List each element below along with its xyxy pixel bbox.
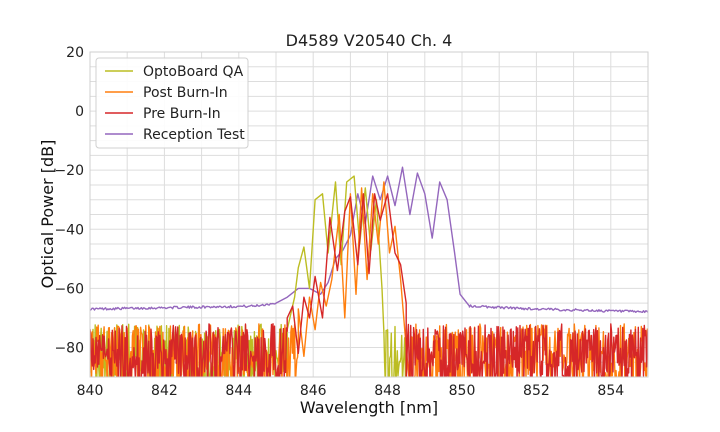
legend-label: Post Burn-In xyxy=(143,85,228,101)
x-tick-label: 842 xyxy=(151,383,178,399)
y-tick-label: 0 xyxy=(75,104,84,120)
y-axis-ticks: 20 0 −20 −40 −60 −80 xyxy=(54,45,84,356)
y-tick: 20 xyxy=(66,45,84,61)
y-tick-label: 20 xyxy=(66,45,84,61)
chart-title: D4589 V20540 Ch. 4 xyxy=(286,31,453,50)
y-tick: −20 xyxy=(54,163,84,179)
y-tick-label: −60 xyxy=(54,281,84,297)
legend-label: Reception Test xyxy=(143,127,245,143)
y-axis-label: Optical Power [dB] xyxy=(38,140,57,289)
legend-label: OptoBoard QA xyxy=(143,64,244,80)
y-tick: −40 xyxy=(54,222,84,238)
plot-frame xyxy=(89,51,649,378)
x-tick-label: 848 xyxy=(374,383,401,399)
y-tick-label: −80 xyxy=(54,340,84,356)
x-tick-label: 844 xyxy=(225,383,252,399)
legend-box xyxy=(95,57,249,149)
x-tick: 846 xyxy=(300,383,327,399)
series-line-pre-burn-in xyxy=(90,193,648,377)
x-tick: 848 xyxy=(374,383,401,399)
legend: OptoBoard QA Post Burn-In Pre Burn-In Recep… xyxy=(95,57,249,149)
y-tick: −60 xyxy=(54,281,84,297)
x-tick: 840 xyxy=(77,383,104,399)
x-tick-label: 846 xyxy=(300,383,327,399)
x-axis-label: Wavelength [nm] xyxy=(300,398,438,417)
x-tick: 850 xyxy=(449,383,476,399)
x-tick-label: 852 xyxy=(523,383,550,399)
y-tick: −80 xyxy=(54,340,84,356)
x-tick: 844 xyxy=(225,383,252,399)
y-tick: 0 xyxy=(75,104,84,120)
series-layer xyxy=(90,166,648,377)
x-tick-label: 850 xyxy=(449,383,476,399)
y-tick-label: −20 xyxy=(54,163,84,179)
x-axis-ticks: 840 842 844 846 848 850 852 854 xyxy=(77,383,625,399)
legend-label: Pre Burn-In xyxy=(143,106,221,122)
x-tick: 852 xyxy=(523,383,550,399)
x-tick-label: 854 xyxy=(597,383,624,399)
x-tick: 854 xyxy=(597,383,624,399)
y-tick-label: −40 xyxy=(54,222,84,238)
x-tick-label: 840 xyxy=(77,383,104,399)
x-tick: 842 xyxy=(151,383,178,399)
